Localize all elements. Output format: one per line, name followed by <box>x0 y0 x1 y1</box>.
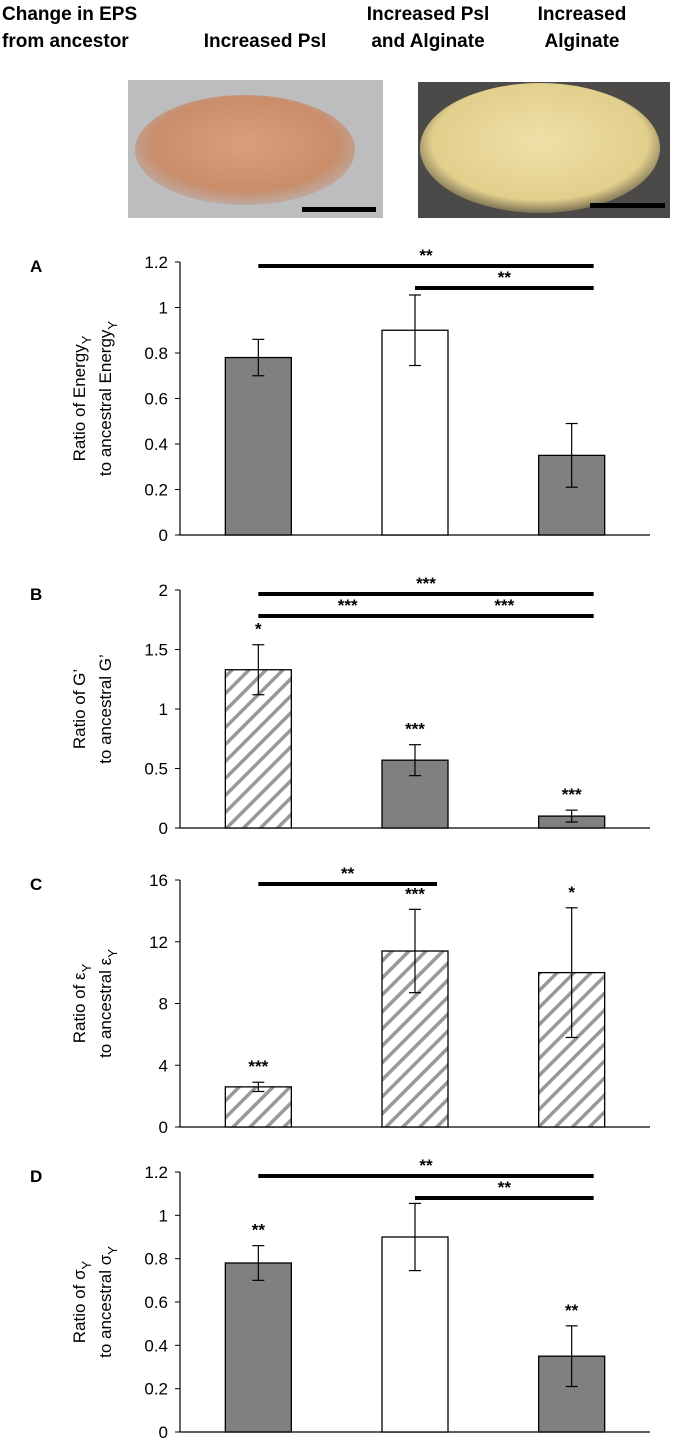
photos <box>128 80 670 218</box>
significance: ** <box>565 1301 579 1320</box>
y-tick-label: 0.4 <box>144 1336 168 1355</box>
error-bar <box>565 907 578 1039</box>
bar <box>224 356 292 536</box>
panel-label: C <box>30 875 42 894</box>
bracket-label: *** <box>494 596 514 615</box>
y-label-line: to ancestral εY <box>96 949 120 1058</box>
bracket-label: *** <box>338 596 358 615</box>
y-tick-label: 0.5 <box>144 760 168 779</box>
error-bar <box>252 338 265 377</box>
y-label-text: Ratio of σ <box>70 1269 89 1343</box>
y-label-line: to ancestral G’ <box>96 654 115 764</box>
significance: *** <box>405 720 425 739</box>
y-label-text: to ancestral Energy <box>96 329 115 476</box>
y-label-text: Ratio of G’ <box>70 669 89 749</box>
error-bar <box>565 422 578 488</box>
significance: ** <box>252 1221 266 1240</box>
y-tick-label: 0 <box>159 819 168 838</box>
scale-bar <box>302 207 376 212</box>
header-title: Change in EPS <box>2 4 137 25</box>
y-label-sub: Y <box>79 963 94 972</box>
y-label-text: Ratio of Energy <box>70 344 89 462</box>
y-tick-label: 0.2 <box>144 481 168 500</box>
y-label-line: Ratio of EnergyY <box>70 335 94 461</box>
significance: * <box>255 620 262 639</box>
y-tick-label: 4 <box>159 1056 168 1075</box>
error-bar <box>409 1202 421 1272</box>
bar <box>224 1086 292 1128</box>
y-tick-label: 0 <box>159 1423 168 1442</box>
significance: *** <box>405 884 425 903</box>
error-bar <box>252 644 265 696</box>
error-bar <box>252 1245 265 1281</box>
significance: *** <box>562 785 582 804</box>
error-bar <box>409 294 421 367</box>
y-tick-label: 1.5 <box>144 641 168 660</box>
scale-bar <box>590 203 665 208</box>
panel-label: B <box>30 585 42 604</box>
y-tick-label: 1.2 <box>144 1163 168 1182</box>
y-label-line: to ancestral σY <box>96 1246 120 1358</box>
y-tick-label: 0 <box>159 1118 168 1137</box>
y-label-line: Ratio of G’ <box>70 669 89 749</box>
y-tick-label: 12 <box>149 933 168 952</box>
y-label-text: Ratio of ε <box>70 972 89 1043</box>
error-bar <box>252 1081 265 1093</box>
y-axis-label: Ratio of εY to ancestral εY <box>70 949 120 1058</box>
y-tick-label: 0.2 <box>144 1380 168 1399</box>
significance: * <box>568 883 575 902</box>
significance: *** <box>248 1057 268 1076</box>
y-label-sub: Y <box>79 335 94 344</box>
y-axis-label: Ratio of σY to ancestral σY <box>70 1246 120 1358</box>
y-label-sub: Y <box>105 321 120 330</box>
error-bar <box>409 908 421 994</box>
column-label: and Alginate <box>371 31 484 52</box>
y-label-text: to ancestral G’ <box>96 654 115 764</box>
error-bar <box>565 1325 578 1388</box>
bracket-label: ** <box>498 1178 512 1197</box>
y-axis-label: Ratio of G’ to ancestral G’ <box>70 654 115 764</box>
y-label-line: to ancestral EnergyY <box>96 321 120 476</box>
y-tick-label: 0 <box>159 526 168 545</box>
y-tick-label: 2 <box>159 581 168 600</box>
bar <box>224 669 292 829</box>
y-tick-label: 1 <box>159 1206 168 1225</box>
panel-label: D <box>30 1167 42 1186</box>
bar <box>224 1262 292 1433</box>
panel-label: A <box>30 257 42 276</box>
y-tick-label: 8 <box>159 995 168 1014</box>
y-label-sub: Y <box>79 1260 94 1269</box>
photo-biofilm <box>135 95 355 205</box>
y-tick-label: 1 <box>159 299 168 318</box>
column-label: Increased Psl <box>204 31 327 52</box>
bracket-label: ** <box>498 268 512 287</box>
column-label: Alginate <box>545 31 620 52</box>
error-bar <box>565 809 578 823</box>
header-title: from ancestor <box>2 31 129 52</box>
bracket-label: ** <box>419 1156 433 1175</box>
y-label-text: to ancestral σ <box>96 1254 115 1358</box>
error-bar <box>409 744 421 777</box>
y-tick-label: 1.2 <box>144 253 168 272</box>
bracket-label: ** <box>419 246 433 265</box>
bracket-label: *** <box>416 574 436 593</box>
y-label-line: Ratio of εY <box>70 963 94 1043</box>
y-axis-label: Ratio of EnergyY to ancestral EnergyY <box>70 321 120 476</box>
y-label-sub: Y <box>105 1246 120 1255</box>
y-label-text: to ancestral ε <box>96 957 115 1058</box>
y-tick-label: 0.4 <box>144 435 168 454</box>
y-tick-label: 16 <box>149 871 168 890</box>
y-tick-label: 0.8 <box>144 344 168 363</box>
column-label: Increased Psl <box>367 4 490 25</box>
y-tick-label: 0.6 <box>144 1293 168 1312</box>
photo-biofilm <box>420 83 660 213</box>
column-label: Increased <box>538 4 627 25</box>
bracket-label: ** <box>341 864 355 883</box>
y-label-line: Ratio of σY <box>70 1260 94 1343</box>
y-tick-label: 0.6 <box>144 390 168 409</box>
y-label-sub: Y <box>105 949 120 958</box>
y-tick-label: 0.8 <box>144 1250 168 1269</box>
y-tick-label: 1 <box>159 700 168 719</box>
